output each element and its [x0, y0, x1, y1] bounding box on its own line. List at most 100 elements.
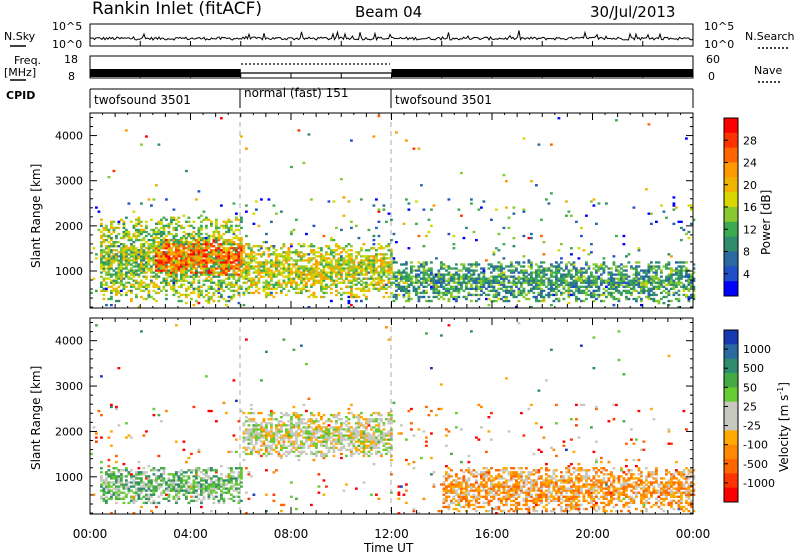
echo-cell [262, 426, 266, 429]
echo-cell [192, 271, 196, 274]
echo-cell [92, 247, 96, 250]
echo-cell [180, 267, 183, 270]
echo-cell [362, 289, 366, 293]
echo-cell [205, 218, 208, 221]
echo-cell [300, 273, 303, 276]
echo-cell [297, 251, 301, 254]
echo-cell [137, 473, 141, 476]
echo-cell [390, 255, 393, 258]
echo-cell [232, 247, 236, 250]
echo-cell [470, 279, 473, 282]
echo-cell [335, 243, 338, 246]
echo-cell [117, 493, 121, 496]
echo-cell [152, 228, 156, 232]
echo-cell [407, 273, 411, 276]
echo-cell [505, 265, 508, 268]
echo-cell [165, 279, 168, 282]
echo-cell [680, 267, 683, 270]
echo-cell [510, 271, 513, 274]
echo-cell [317, 279, 321, 282]
echo-cell [525, 281, 528, 284]
echo-cell [620, 271, 623, 274]
echo-cell [260, 275, 263, 278]
echo-cell [107, 285, 111, 288]
echo-cell [210, 491, 213, 494]
echo-cell [340, 275, 343, 278]
echo-cell [142, 253, 146, 256]
echo-cell [635, 281, 638, 284]
echo-cell [175, 501, 178, 505]
echo-cell [192, 220, 196, 223]
echo-cell [142, 471, 146, 474]
echo-cell [387, 257, 391, 260]
echo-cell [565, 273, 568, 276]
echo-cell [120, 289, 123, 293]
echo-cell [577, 277, 581, 280]
cpid-segment-2: normal (fast) 151 [244, 86, 348, 100]
echo-cell [177, 265, 181, 268]
echo-cell [450, 277, 453, 280]
echo-cell [327, 275, 331, 278]
echo-cell [620, 273, 623, 276]
echo-cell [180, 483, 183, 486]
echo-cell [445, 293, 448, 297]
echo-cell [377, 283, 381, 286]
echo-cell [190, 483, 193, 486]
echo-cell [222, 289, 226, 293]
echo-cell [117, 477, 121, 480]
echo-cell [415, 275, 418, 278]
echo-cell [460, 275, 463, 278]
echo-cell [212, 251, 216, 254]
echo-cell [132, 479, 136, 482]
echo-cell [237, 483, 241, 486]
echo-cell [105, 277, 108, 280]
echo-cell [567, 275, 571, 278]
echo-cell [627, 281, 631, 284]
echo-cell [275, 450, 278, 454]
echo-cell [447, 281, 451, 284]
echo-cell [205, 255, 208, 258]
echo-cell [392, 277, 396, 280]
echo-cell [150, 481, 153, 484]
echo-cell [267, 413, 271, 417]
echo-cell [447, 232, 451, 236]
echo-cell [270, 265, 273, 268]
echo-cell [262, 281, 266, 284]
echo-cell [225, 224, 228, 228]
echo-cell [577, 247, 581, 250]
echo-cell [265, 509, 268, 513]
echo-cell [252, 432, 256, 435]
echo-cell [460, 287, 463, 291]
echo-cell [202, 265, 206, 268]
echo-cell [272, 418, 276, 421]
echo-cell [200, 267, 203, 270]
echo-cell [527, 261, 531, 264]
echo-cell [532, 295, 536, 299]
echo-cell [617, 273, 621, 276]
echo-cell [342, 247, 346, 250]
echo-cell [557, 117, 561, 120]
echo-cell [330, 253, 333, 256]
echo-cell [387, 295, 391, 299]
echo-cell [102, 251, 106, 254]
echo-cell [552, 275, 556, 278]
echo-cell [427, 267, 431, 270]
echo-cell [387, 277, 391, 280]
echo-cell [210, 477, 213, 480]
echo-cell [240, 287, 243, 291]
echo-cell [185, 460, 188, 464]
echo-cell [185, 220, 188, 223]
echo-cell [147, 283, 151, 286]
echo-cell [602, 291, 606, 295]
echo-cell [305, 289, 308, 293]
echo-cell [300, 291, 303, 295]
echo-cell [255, 269, 258, 272]
echo-cell [625, 265, 628, 268]
echo-cell [115, 279, 118, 282]
echo-cell [360, 198, 363, 201]
echo-cell [222, 481, 226, 484]
echo-cell [505, 275, 508, 278]
echo-cell [692, 287, 696, 291]
echo-cell [142, 249, 146, 252]
echo-cell [295, 218, 298, 221]
